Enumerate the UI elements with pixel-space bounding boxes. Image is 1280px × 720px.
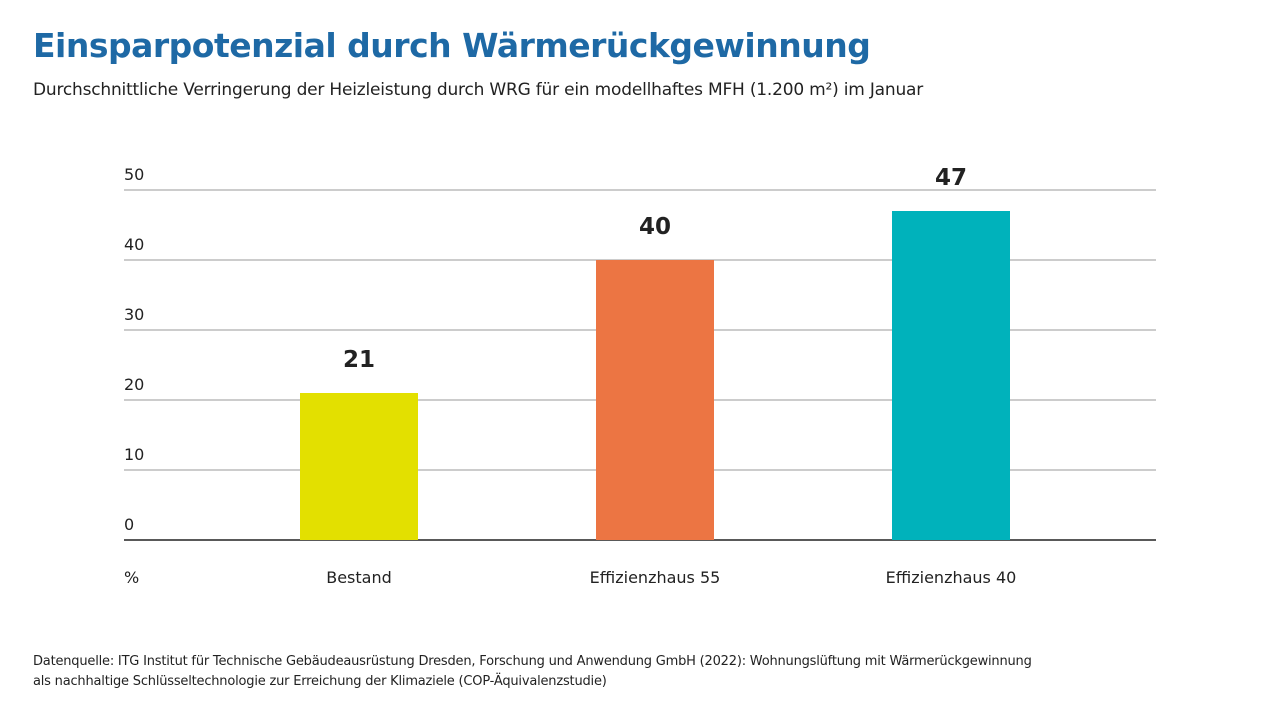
y-tick-label: 50 <box>124 165 144 184</box>
data-label: 47 <box>935 165 967 191</box>
data-source-note: Datenquelle: ITG Institut für Technische… <box>33 652 1233 692</box>
y-tick-label: 0 <box>124 515 134 534</box>
y-axis-unit-label: % <box>124 568 139 587</box>
bar <box>300 393 418 540</box>
y-tick-label: 10 <box>124 445 144 464</box>
data-source-line-2: als nachhaltige Schlüsseltechnologie zur… <box>33 674 607 689</box>
bars <box>300 211 1010 540</box>
x-tick-label: Bestand <box>326 568 392 587</box>
x-tick-label: Effizienzhaus 55 <box>590 568 721 587</box>
y-tick-labels: 0 10 20 30 40 50 <box>124 165 144 534</box>
bar <box>596 260 714 540</box>
data-label: 40 <box>639 214 671 240</box>
x-tick-labels: Bestand Effizienzhaus 55 Effizienzhaus 40 <box>326 568 1016 587</box>
data-source-line-1: Datenquelle: ITG Institut für Technische… <box>33 654 1032 669</box>
chart-title: Einsparpotenzial durch Wärmerückgewinnun… <box>33 26 871 65</box>
x-tick-label: Effizienzhaus 40 <box>886 568 1017 587</box>
y-tick-label: 20 <box>124 375 144 394</box>
y-tick-label: 30 <box>124 305 144 324</box>
bar <box>892 211 1010 540</box>
y-tick-label: 40 <box>124 235 144 254</box>
data-label: 21 <box>343 347 375 373</box>
chart-subtitle: Durchschnittliche Verringerung der Heizl… <box>33 80 924 100</box>
data-labels: 21 40 47 <box>343 165 967 373</box>
